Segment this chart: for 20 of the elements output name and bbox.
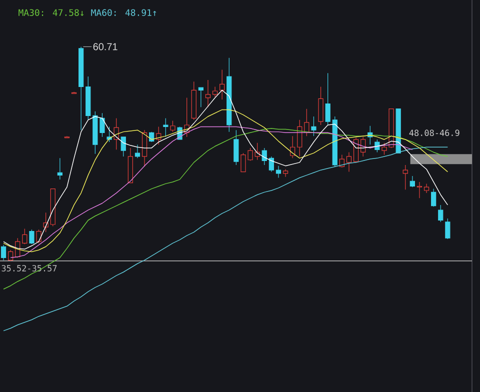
- candlestick: [78, 46, 84, 130]
- candlestick: [0, 244, 6, 261]
- band-label: 48.08-46.9: [409, 130, 460, 136]
- candlestick: [57, 158, 62, 180]
- candlestick: [276, 166, 282, 178]
- annotation: 60.71: [93, 43, 118, 50]
- candlestick: [142, 130, 148, 167]
- candlestick: [410, 176, 415, 188]
- text: MA60: 48.91↑: [91, 9, 156, 16]
- candlestick: [346, 152, 352, 172]
- candlestick: [268, 156, 274, 172]
- candlestick: [134, 144, 140, 158]
- candlestick: [205, 80, 211, 108]
- candlestick: [220, 69, 225, 100]
- candlestick: [282, 168, 288, 178]
- candlestick: [212, 86, 218, 98]
- text: MA30: 47.58↓: [18, 9, 84, 16]
- candlestick: [416, 182, 422, 198]
- candlestick: [8, 250, 14, 261]
- candlestick: [424, 183, 430, 194]
